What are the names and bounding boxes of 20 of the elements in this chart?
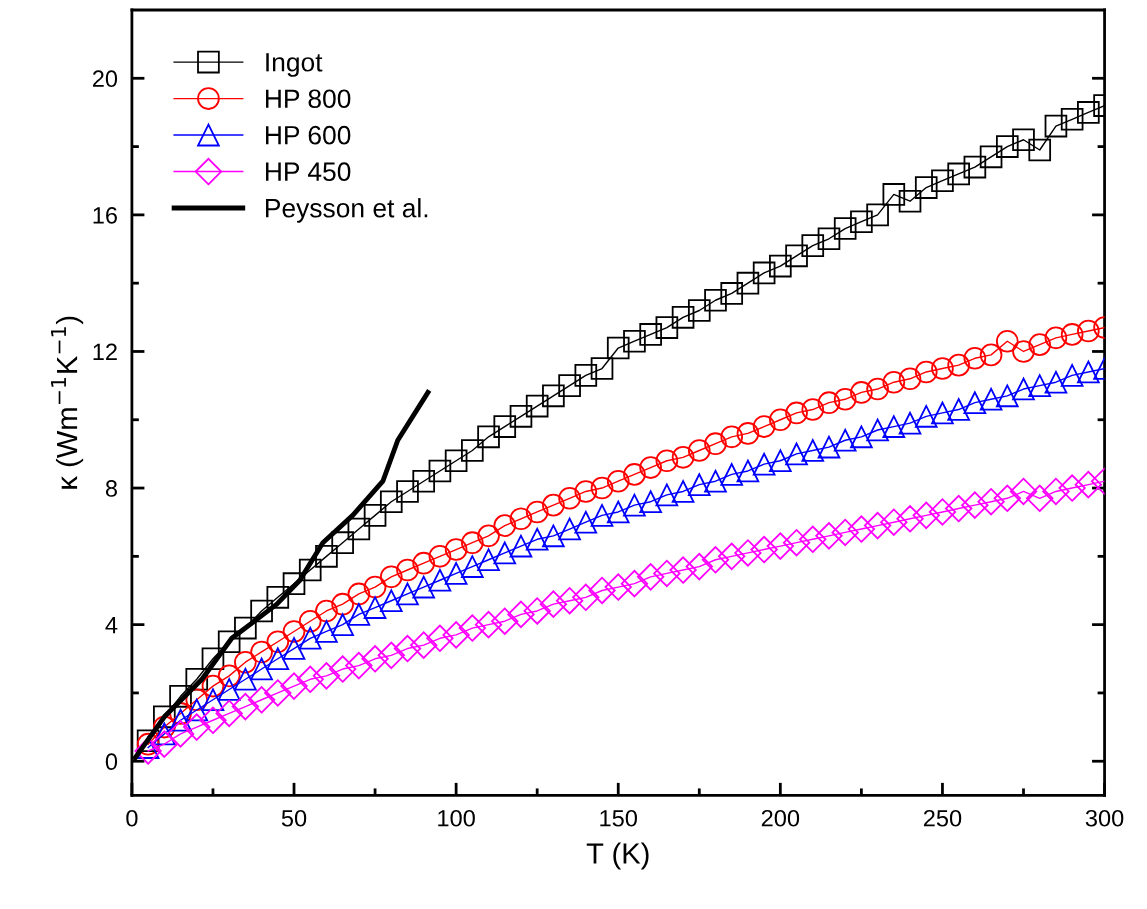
x-tick-label: 100 xyxy=(438,809,475,827)
x-axis-title: T (K) xyxy=(586,842,649,870)
y-tick-label: 0 xyxy=(105,753,118,771)
y-tick-label: 12 xyxy=(93,343,117,361)
y-tick-label: 20 xyxy=(92,70,118,88)
x-tick-label: 300 xyxy=(1085,809,1124,827)
legend-label: HP 600 xyxy=(266,125,351,145)
y-tick-label: 16 xyxy=(93,206,117,224)
x-tick-label: 0 xyxy=(126,809,138,827)
legend-label: HP 450 xyxy=(266,162,351,182)
legend-label: HP 800 xyxy=(266,89,351,109)
x-tick-label: 50 xyxy=(281,809,307,827)
y-tick-label: 8 xyxy=(105,480,117,497)
x-tick-label: 200 xyxy=(761,809,800,827)
x-tick-label: 150 xyxy=(600,809,638,827)
y-tick-label: 4 xyxy=(105,616,118,634)
y-axis-title: κ (Wm$^{−1}$K$^{−1}$) xyxy=(51,316,84,489)
legend-label: Ingot xyxy=(266,53,323,77)
legend-label: Peysson et al. xyxy=(266,198,428,223)
x-tick-label: 250 xyxy=(923,809,962,827)
